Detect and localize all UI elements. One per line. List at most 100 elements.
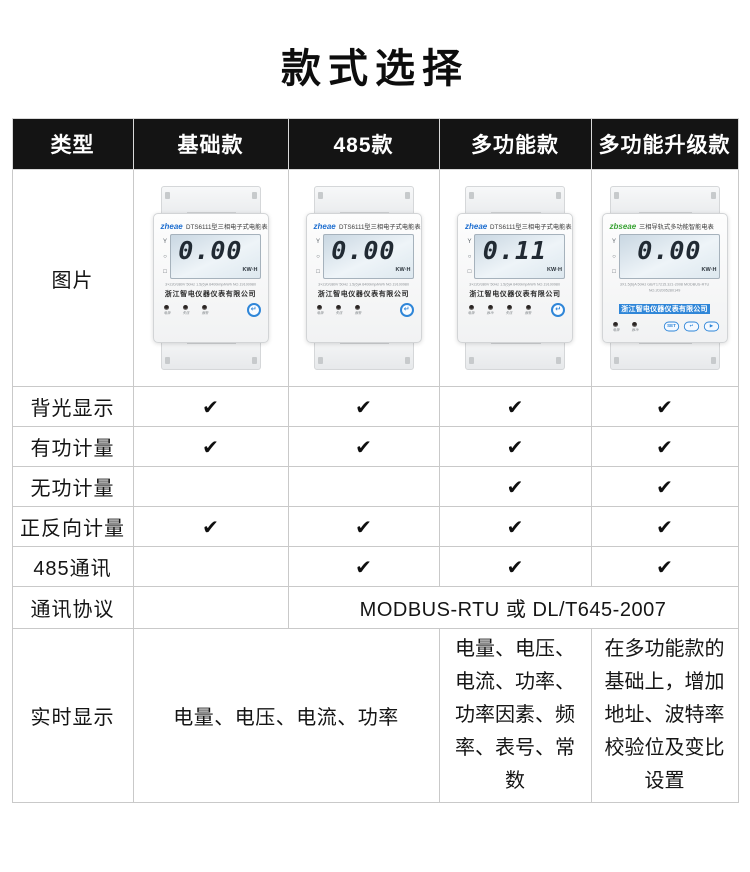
clock-icon: ○	[467, 253, 472, 260]
check-cell: ✔	[438, 426, 592, 467]
protocol-row: 通讯协议 MODBUS-RTU 或 DL/T645-2007	[11, 586, 739, 629]
row-label-protocol: 通讯协议	[11, 586, 134, 629]
meter-enter-button: ↵	[551, 303, 565, 317]
check-cell: ✔	[132, 506, 289, 547]
indicator-led: 电源	[610, 321, 622, 332]
meter-side-icons: Y ○ □	[465, 234, 474, 279]
meter-photo-basic: zheae DTS6111型三相电子式电能表 Y ○ □ 0.00 KW·H 3×2…	[152, 186, 269, 370]
indicator-led: 电源	[161, 305, 173, 315]
indicator-led: 失压	[503, 305, 515, 315]
feature-row-485-comm: 485通讯 ✔ ✔ ✔	[11, 546, 739, 587]
comparison-table: 类型 基础款 485款 多功能款 多功能升级款 图片 zheae DTS6111…	[11, 118, 739, 803]
indicator-led: 脉冲	[484, 305, 496, 315]
realtime-upgrade-cell: 在多功能款的基础上，增加地址、波特率校验位及变比设置	[590, 628, 739, 803]
indicator-led: 电源	[314, 305, 326, 315]
indicator-led: 电源	[465, 305, 477, 315]
meter-brand-logo: zheae	[160, 222, 183, 231]
meter-photo-485: zheae DTS6111型三相电子式电能表 Y ○ □ 0.00 KW·H 3×2…	[305, 186, 422, 370]
row-label-485-comm: 485通讯	[11, 546, 134, 587]
row-label-bidirectional-metering: 正反向计量	[11, 506, 134, 547]
meter-faceplate: zheae DTS6111型三相电子式电能表 Y ○ □ 0.00 KW·H 3×2…	[152, 213, 269, 343]
meter-lcd: 0.11 KW·H	[474, 234, 565, 279]
meter-brand-logo: zbseae	[609, 222, 637, 231]
check-cell	[287, 466, 440, 507]
indicator-led: 失压	[333, 305, 345, 315]
indicator-led: 报警	[199, 305, 211, 315]
meter-lcd: 0.00 KW·H	[322, 234, 414, 279]
meter-faceplate: zbseae 三相导轨式多功能智能电表 Y ○ □ 0.00 KW·H 3X1.5(…	[601, 213, 728, 343]
protocol-value-cell: MODBUS-RTU 或 DL/T645-2007	[287, 586, 739, 629]
meter-enter-button: ↵	[246, 303, 261, 317]
row-label-active-metering: 有功计量	[11, 426, 134, 467]
check-cell: ✔	[590, 426, 739, 467]
check-cell: ✔	[438, 546, 592, 587]
col-header-type: 类型	[11, 118, 134, 170]
meter-controls: 电源 失压 报警 ↵	[314, 303, 414, 317]
lcd-reading: 0.00	[178, 236, 243, 265]
realtime-basic-485-cell: 电量、电压、电流、功率	[132, 628, 440, 803]
meter-controls: 电源 失压 报警 ↵	[161, 303, 261, 317]
meter-model-title: 三相导轨式多功能智能电表	[639, 224, 715, 231]
meter-faceplate: zheae DTS6111型三相电子式电能表 Y ○ □ 0.00 KW·H 3×2…	[305, 213, 422, 343]
meter-right-button: ▶	[703, 321, 719, 332]
meter-photo-multifunction: zheae DTS6111型三相电子式电能表 Y ○ □ 0.11 KW·H 3×2…	[457, 186, 573, 370]
image-cell-basic: zheae DTS6111型三相电子式电能表 Y ○ □ 0.00 KW·H 3×2…	[132, 169, 289, 387]
check-cell: ✔	[438, 386, 592, 427]
meter-side-icons: Y ○ □	[161, 234, 170, 279]
meter-lcd: 0.00 KW·H	[169, 234, 261, 279]
check-cell: ✔	[287, 546, 440, 587]
antenna-icon: Y	[162, 238, 167, 245]
image-cell-multifunction-upgrade: zbseae 三相导轨式多功能智能电表 Y ○ □ 0.00 KW·H 3X1.5(…	[590, 169, 739, 387]
square-icon: □	[467, 268, 472, 275]
image-row: 图片 zheae DTS6111型三相电子式电能表 Y ○ □ 0	[11, 169, 739, 387]
page-title: 款式选择	[281, 47, 469, 91]
meter-company-name: 浙江智电仪器仪表有限公司	[317, 291, 410, 298]
lcd-unit: KW·H	[701, 267, 717, 273]
check-cell: ✔	[590, 506, 739, 547]
col-header-multifunction-upgrade: 多功能升级款	[590, 118, 739, 170]
clock-icon: ○	[316, 253, 320, 260]
square-icon: □	[612, 268, 616, 275]
square-icon: □	[316, 268, 320, 275]
lcd-unit: KW·H	[547, 267, 562, 273]
antenna-icon: Y	[467, 238, 472, 245]
meter-brand-logo: zheae	[465, 222, 488, 231]
meter-controls: 电源 脉冲 失压 报警 ↵	[465, 303, 565, 317]
meter-photo-multifunction-upgrade: zbseae 三相导轨式多功能智能电表 Y ○ □ 0.00 KW·H 3X1.5(…	[601, 186, 728, 370]
header-row: 类型 基础款 485款 多功能款 多功能升级款	[11, 118, 739, 170]
meter-model-title: DTS6111型三相电子式电能表	[338, 224, 421, 231]
clock-icon: ○	[612, 253, 616, 260]
meter-faceplate: zheae DTS6111型三相电子式电能表 Y ○ □ 0.11 KW·H 3×2…	[457, 213, 573, 343]
meter-spec-line: 3×220/380V 50Hz 1.5(6)A 6400imp/kWh NO.1…	[469, 283, 561, 287]
lcd-unit: KW·H	[395, 267, 411, 273]
meter-side-icons: Y ○ □	[610, 234, 619, 279]
meter-controls: 电源 脉冲 SET ↵ ▶	[610, 321, 720, 332]
feature-row-bidirectional-metering: 正反向计量 ✔ ✔ ✔ ✔	[11, 506, 739, 547]
row-label-image: 图片	[11, 169, 134, 387]
meter-model-title: DTS6111型三相电子式电能表	[490, 224, 572, 231]
realtime-multifunction-cell: 电量、电压、电流、功率、功率因素、频率、表号、常数	[438, 628, 592, 803]
check-cell: ✔	[590, 546, 739, 587]
col-header-multifunction: 多功能款	[438, 118, 592, 170]
lcd-reading: 0.00	[637, 236, 702, 265]
indicator-led: 失压	[180, 305, 192, 315]
meter-side-icons: Y ○ □	[314, 234, 323, 279]
feature-row-active-metering: 有功计量 ✔ ✔ ✔ ✔	[11, 426, 739, 467]
meter-enter-button: ↵	[683, 321, 699, 332]
meter-enter-button: ↵	[399, 303, 414, 317]
image-cell-multifunction: zheae DTS6111型三相电子式电能表 Y ○ □ 0.11 KW·H 3×2…	[438, 169, 592, 387]
check-cell	[132, 466, 289, 507]
meter-company-name: 浙江智电仪器仪表有限公司	[164, 291, 257, 298]
meter-model-title: DTS6111型三相电子式电能表	[185, 224, 268, 231]
meter-spec-line: 3×220/380V 50Hz 1.5(6)A 6400imp/kWh NO.1…	[164, 283, 256, 287]
meter-company-name: 浙江智电仪器仪表有限公司	[469, 291, 561, 298]
realtime-display-row: 实时显示 电量、电压、电流、功率 电量、电压、电流、功率、功率因素、频率、表号、…	[11, 628, 739, 803]
lcd-reading: 0.00	[331, 236, 396, 265]
meter-spec-line: 3×220/380V 50Hz 1.5(6)A 6400imp/kWh NO.1…	[317, 283, 409, 287]
meter-set-button: SET	[663, 321, 679, 332]
antenna-icon: Y	[611, 238, 616, 245]
square-icon: □	[163, 268, 167, 275]
clock-icon: ○	[163, 253, 167, 260]
check-cell	[132, 546, 289, 587]
row-label-reactive-metering: 无功计量	[11, 466, 134, 507]
